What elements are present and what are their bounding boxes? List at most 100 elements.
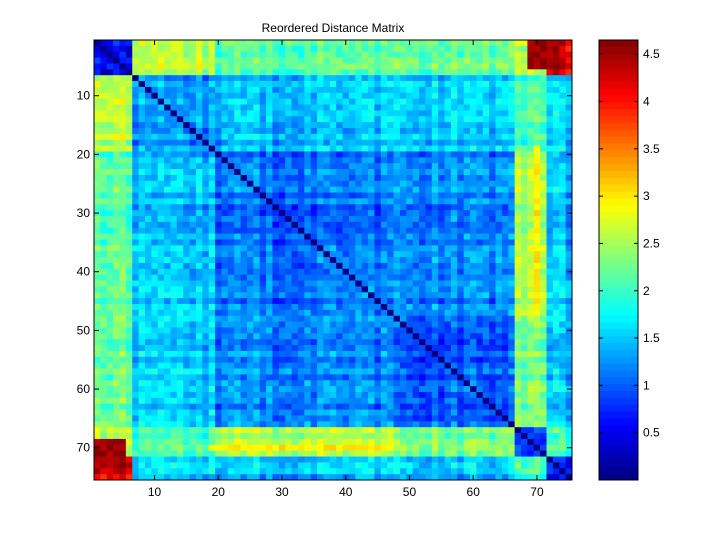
heatmap-cell xyxy=(438,86,445,94)
heatmap-cell xyxy=(157,245,165,252)
heatmap-cell xyxy=(125,116,133,123)
heatmap-cell xyxy=(444,122,452,129)
heatmap-cell xyxy=(138,192,146,199)
heatmap-cell xyxy=(246,309,254,317)
heatmap-cell xyxy=(195,157,203,164)
heatmap-cell xyxy=(100,63,108,70)
heatmap-cell xyxy=(278,321,286,328)
heatmap-cell xyxy=(406,257,414,264)
heatmap-cell xyxy=(266,380,273,387)
heatmap-cell xyxy=(170,128,178,135)
heatmap-cell xyxy=(151,350,159,358)
heatmap-cell xyxy=(151,221,159,229)
heatmap-cell xyxy=(215,51,222,58)
heatmap-cell xyxy=(253,321,261,328)
heatmap-cell xyxy=(412,339,420,346)
heatmap-cell xyxy=(189,304,197,311)
heatmap-cell xyxy=(176,350,184,358)
heatmap-cell xyxy=(113,122,120,129)
heatmap-cell xyxy=(176,298,184,305)
heatmap-cell xyxy=(100,292,108,299)
heatmap-cell xyxy=(361,386,369,393)
heatmap-cell xyxy=(227,392,235,399)
heatmap-cell xyxy=(234,233,241,240)
heatmap-cell xyxy=(501,362,509,369)
heatmap-cell xyxy=(361,262,369,270)
heatmap-cell xyxy=(482,397,490,405)
heatmap-cell xyxy=(368,86,375,94)
heatmap-cell xyxy=(164,45,171,53)
heatmap-cell xyxy=(565,192,573,199)
heatmap-cell xyxy=(348,57,356,64)
heatmap-cell xyxy=(482,386,490,393)
heatmap-cell xyxy=(94,216,101,223)
heatmap-cell xyxy=(138,157,146,164)
heatmap-cell xyxy=(412,309,420,317)
heatmap-cell xyxy=(195,262,203,270)
heatmap-cell xyxy=(132,421,139,428)
heatmap-cell xyxy=(533,81,541,88)
heatmap-cell xyxy=(278,304,286,311)
heatmap-cell xyxy=(533,128,541,135)
heatmap-cell xyxy=(336,145,343,152)
heatmap-cell xyxy=(438,374,445,381)
heatmap-cell xyxy=(361,104,369,111)
heatmap-cell xyxy=(521,128,528,135)
heatmap-cell xyxy=(329,298,337,305)
heatmap-cell xyxy=(221,157,229,164)
heatmap-cell xyxy=(195,274,203,281)
heatmap-cell xyxy=(482,227,490,234)
heatmap-cell xyxy=(125,386,133,393)
heatmap-cell xyxy=(399,257,407,264)
heatmap-cell xyxy=(450,151,458,158)
heatmap-cell xyxy=(533,110,541,117)
heatmap-cell xyxy=(183,81,190,88)
heatmap-cell xyxy=(425,110,433,117)
heatmap-cell xyxy=(227,198,235,205)
heatmap-cell xyxy=(521,110,528,117)
heatmap-cell xyxy=(438,110,445,117)
heatmap-cell xyxy=(304,280,312,287)
heatmap-cell xyxy=(527,75,535,82)
heatmap-cell xyxy=(412,368,420,375)
heatmap-cell xyxy=(125,51,133,58)
heatmap-cell xyxy=(489,86,496,94)
heatmap-cell xyxy=(170,69,178,76)
heatmap-cell xyxy=(508,163,515,170)
heatmap-cell xyxy=(552,268,560,276)
heatmap-cell xyxy=(533,403,541,410)
heatmap-cell xyxy=(189,286,197,293)
heatmap-cell xyxy=(355,110,363,117)
heatmap-cell xyxy=(317,210,324,217)
heatmap-cell xyxy=(221,321,229,328)
heatmap-cell xyxy=(240,321,248,328)
heatmap-cell xyxy=(463,257,471,264)
heatmap-cell xyxy=(259,163,267,170)
heatmap-cell xyxy=(94,368,101,375)
heatmap-cell xyxy=(552,368,560,375)
heatmap-cell xyxy=(272,309,280,317)
heatmap-cell xyxy=(329,110,337,117)
heatmap-cell xyxy=(221,227,229,234)
heatmap-cell xyxy=(438,233,445,240)
heatmap-cell xyxy=(361,280,369,287)
heatmap-cell xyxy=(329,186,337,193)
heatmap-cell xyxy=(450,169,458,176)
heatmap-cell xyxy=(380,403,388,410)
heatmap-cell xyxy=(380,321,388,328)
heatmap-cell xyxy=(189,251,197,258)
heatmap-cell xyxy=(470,356,477,364)
heatmap-cell xyxy=(419,139,426,146)
heatmap-cell xyxy=(521,186,528,193)
heatmap-cell xyxy=(202,421,210,428)
heatmap-cell xyxy=(514,116,522,123)
heatmap-cell xyxy=(164,274,171,281)
heatmap-cell xyxy=(527,257,535,264)
heatmap-cell xyxy=(310,157,318,164)
heatmap-cell xyxy=(323,321,331,328)
heatmap-cell xyxy=(183,333,190,340)
heatmap-cell xyxy=(215,69,222,76)
heatmap-cell xyxy=(355,333,363,340)
heatmap-cell xyxy=(304,128,312,135)
